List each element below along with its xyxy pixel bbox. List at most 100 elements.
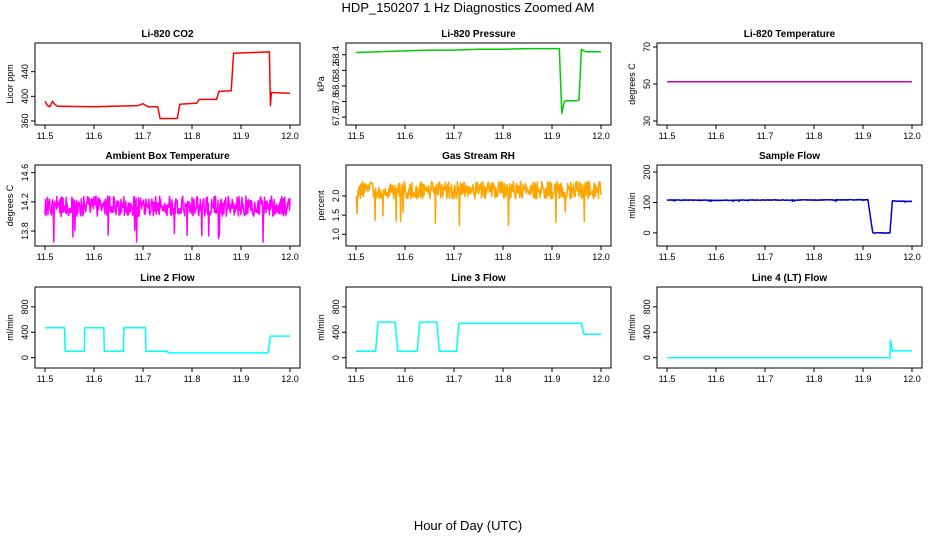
y-tick-label: 400 [20, 325, 30, 340]
x-axis-label: Hour of Day (UTC) [413, 518, 523, 533]
x-tick-label: 11.6 [397, 131, 414, 141]
y-tick-label: 2.0 [331, 190, 341, 203]
x-tick-label: 11.6 [708, 131, 725, 141]
y-tick-label: 14.2 [20, 193, 30, 211]
y-tick-label: 440 [20, 64, 30, 79]
x-tick-label: 11.6 [86, 252, 103, 262]
y-tick-label: 68.0 [331, 77, 341, 95]
plot-frame [345, 286, 612, 369]
y-axis-label: percent [316, 190, 326, 221]
x-tick-label: 11.7 [446, 374, 463, 384]
x-tick-label: 11.6 [397, 252, 414, 262]
x-tick-label: 11.8 [806, 252, 823, 262]
x-tick-label: 11.5 [659, 374, 676, 384]
x-tick-label: 11.7 [757, 252, 774, 262]
series-line [667, 339, 912, 359]
chart-panel: Ambient Box Temperature 11.5 11.6 11.7 11.8 1… [5, 151, 301, 262]
y-tick-label: 1.0 [331, 228, 341, 241]
y-tick-label: 68.2 [331, 62, 341, 80]
series-line [666, 198, 913, 234]
y-axis-label: ml/min [5, 314, 15, 341]
x-tick-label: 11.6 [86, 131, 103, 141]
y-axis-label: ml/min [316, 314, 326, 341]
chart-panel: Sample Flow 11.5 11.6 11.7 11.8 11.9 12.0 0 100 2… [627, 151, 923, 262]
y-tick-label: 800 [642, 299, 652, 314]
x-tick-label: 11.5 [659, 252, 676, 262]
x-tick-label: 11.6 [708, 374, 725, 384]
y-tick-label: 0 [642, 230, 652, 235]
x-tick-label: 11.7 [135, 374, 152, 384]
x-tick-label: 11.5 [659, 131, 676, 141]
panel-title: Li-820 Pressure [441, 29, 516, 40]
x-tick-label: 11.5 [348, 131, 365, 141]
x-tick-label: 12.0 [592, 131, 610, 141]
x-tick-label: 12.0 [592, 252, 610, 262]
plot-frame [345, 164, 612, 247]
y-tick-label: 70 [642, 42, 652, 52]
x-tick-label: 11.5 [348, 374, 365, 384]
x-tick-label: 11.9 [233, 131, 250, 141]
x-tick-label: 11.6 [397, 374, 414, 384]
x-tick-label: 11.8 [495, 131, 512, 141]
x-tick-label: 12.0 [903, 374, 921, 384]
y-axis-label: kPa [316, 76, 326, 92]
x-tick-label: 11.7 [757, 131, 774, 141]
y-axis-label: degrees C [627, 63, 637, 105]
panel-title: Gas Stream RH [442, 151, 515, 162]
x-tick-label: 11.8 [806, 131, 823, 141]
plot-frame [656, 164, 923, 247]
y-tick-label: 400 [20, 89, 30, 104]
chart-main-title: HDP_150207 1 Hz Diagnostics Zoomed AM [341, 0, 595, 15]
x-tick-label: 12.0 [281, 131, 299, 141]
panel-title: Li-820 Temperature [744, 29, 836, 40]
series-line [44, 51, 291, 120]
series-line [45, 327, 290, 354]
panel-title: Sample Flow [759, 151, 820, 162]
x-tick-label: 11.8 [184, 131, 201, 141]
series-line [356, 321, 601, 353]
y-tick-label: 360 [20, 113, 30, 128]
y-tick-label: 50 [642, 79, 652, 89]
series-line [355, 180, 602, 227]
chart-panel: Gas Stream RH 11.5 11.6 11.7 11.8 11.9 12.0 1.0… [316, 151, 612, 262]
panel-title: Line 3 Flow [451, 273, 506, 284]
x-tick-label: 11.7 [757, 374, 774, 384]
x-tick-label: 11.5 [348, 252, 365, 262]
y-tick-label: 13.8 [20, 222, 30, 240]
x-tick-label: 11.9 [544, 252, 561, 262]
x-tick-label: 11.8 [495, 374, 512, 384]
panel-title: Line 4 (LT) Flow [752, 273, 828, 284]
y-tick-label: 0 [20, 355, 30, 360]
y-tick-label: 68.4 [331, 46, 341, 64]
x-tick-label: 11.5 [37, 374, 54, 384]
plot-frame [656, 286, 923, 369]
series-line [355, 47, 601, 114]
panel-title: Line 2 Flow [140, 273, 195, 284]
panel-title: Ambient Box Temperature [105, 151, 230, 162]
plot-frame [34, 42, 301, 126]
x-tick-label: 11.7 [446, 252, 463, 262]
x-tick-label: 12.0 [281, 252, 299, 262]
x-tick-label: 11.8 [495, 252, 512, 262]
plot-frame [34, 164, 301, 247]
y-tick-label: 1.5 [331, 209, 341, 222]
y-tick-label: 67.8 [331, 93, 341, 111]
chart-panel: Line 2 Flow 11.5 11.6 11.7 11.8 11.9 12.0 0 400 8… [5, 273, 301, 384]
x-tick-label: 11.9 [855, 252, 872, 262]
y-tick-label: 0 [331, 355, 341, 360]
x-tick-label: 11.9 [233, 374, 250, 384]
x-tick-label: 12.0 [592, 374, 610, 384]
y-tick-label: 0 [642, 355, 652, 360]
plot-frame [656, 42, 923, 126]
chart-panel: Li-820 Temperature 11.5 11.6 11.7 11.8 11.9 12… [627, 29, 923, 141]
y-tick-label: 800 [20, 299, 30, 314]
y-axis-label: ml/min [627, 192, 637, 219]
y-axis-label: ml/min [627, 314, 637, 341]
y-axis-label: degrees C [5, 184, 15, 226]
x-tick-label: 11.9 [544, 374, 561, 384]
y-tick-label: 14.6 [20, 164, 30, 182]
y-tick-label: 800 [331, 299, 341, 314]
y-tick-label: 400 [642, 325, 652, 340]
x-tick-label: 11.9 [233, 252, 250, 262]
